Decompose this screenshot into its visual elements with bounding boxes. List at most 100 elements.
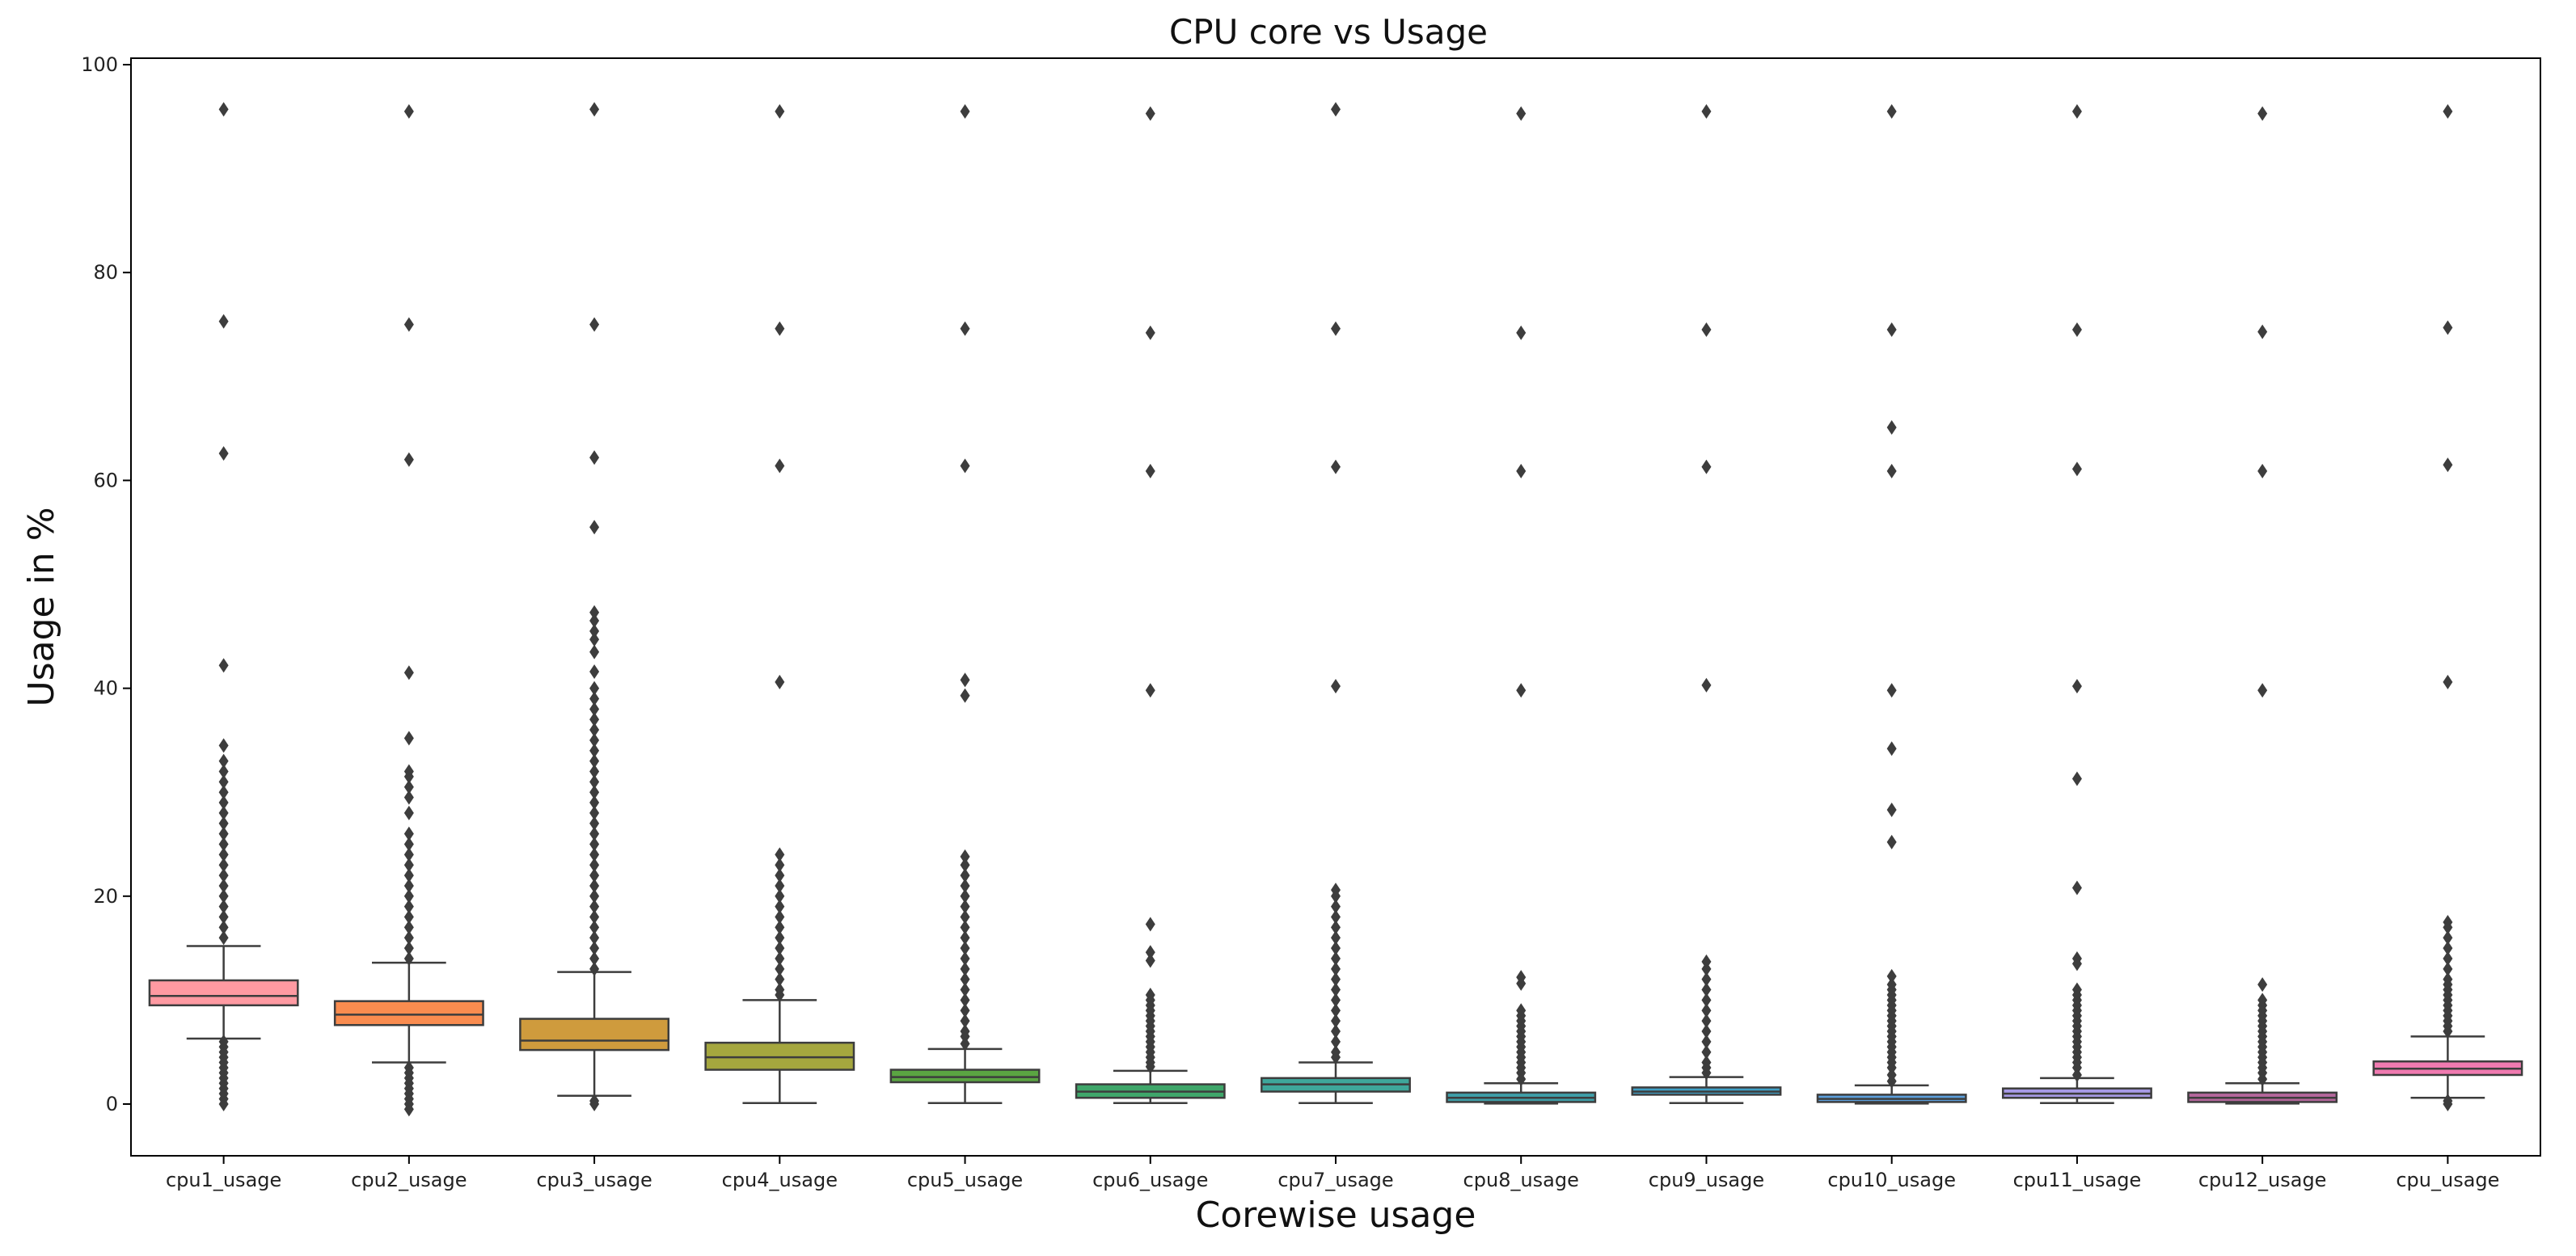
outlier-point xyxy=(1701,1023,1712,1039)
outlier-point xyxy=(960,858,970,873)
x-tick-label: cpu9_usage xyxy=(1649,1169,1764,1191)
outlier-point xyxy=(218,753,229,769)
box-cpu10_usage xyxy=(1816,103,1967,1105)
outlier-point xyxy=(960,868,970,883)
outlier-point xyxy=(218,774,229,790)
outlier-point xyxy=(775,321,785,336)
outlier-point xyxy=(403,731,414,746)
outlier-point xyxy=(218,764,229,779)
outlier-point xyxy=(1331,941,1341,956)
outlier-point xyxy=(403,899,414,914)
outlier-point xyxy=(2443,674,2453,689)
outlier-point xyxy=(589,878,600,893)
y-tick-label: 0 xyxy=(106,1093,118,1115)
outlier-point xyxy=(2257,324,2268,339)
y-tick-label: 40 xyxy=(93,677,118,700)
outlier-point xyxy=(589,605,600,620)
outlier-point xyxy=(218,858,229,873)
outlier-point xyxy=(218,878,229,893)
outlier-point xyxy=(2443,320,2453,335)
outlier-point xyxy=(589,909,600,925)
outlier-point xyxy=(403,950,414,966)
box-iqr xyxy=(889,1068,1041,1084)
outlier-point xyxy=(1331,972,1341,987)
outlier-point xyxy=(218,837,229,852)
outlier-point xyxy=(2071,462,2082,477)
outlier-point xyxy=(1886,741,1897,757)
outlier-point xyxy=(775,868,785,883)
outlier-point xyxy=(589,868,600,883)
outlier-point xyxy=(589,450,600,466)
outlier-point xyxy=(775,972,785,987)
outlier-point xyxy=(1516,463,1527,478)
outlier-point xyxy=(589,644,600,660)
outlier-point xyxy=(218,805,229,820)
outlier-point xyxy=(2257,977,2268,993)
outlier-point xyxy=(1145,106,1155,121)
outlier-point xyxy=(1331,679,1341,694)
outlier-point xyxy=(960,458,970,474)
outlier-point xyxy=(2443,914,2453,929)
outlier-point xyxy=(2443,930,2453,946)
outlier-point xyxy=(960,688,970,703)
outlier-point xyxy=(589,623,600,639)
outlier-point xyxy=(403,805,414,820)
outlier-point xyxy=(775,858,785,873)
outlier-point xyxy=(960,899,970,914)
box-cpu11_usage xyxy=(2001,103,2152,1104)
outlier-point xyxy=(403,790,414,805)
outlier-point xyxy=(403,317,414,332)
outlier-point xyxy=(1516,325,1527,340)
outlier-point xyxy=(1516,106,1527,121)
outlier-point xyxy=(1331,930,1341,946)
outlier-point xyxy=(589,805,600,820)
outlier-point xyxy=(2443,972,2453,987)
outlier-point xyxy=(1145,683,1155,698)
outlier-point xyxy=(2071,880,2082,896)
outlier-point xyxy=(1886,103,1897,119)
outlier-point xyxy=(2443,941,2453,956)
x-axis-label: Corewise usage xyxy=(1196,1195,1476,1236)
outlier-point xyxy=(589,702,600,717)
outlier-point xyxy=(775,909,785,925)
outlier-point xyxy=(218,816,229,831)
outlier-point xyxy=(2257,463,2268,478)
outlier-point xyxy=(775,982,785,997)
box-iqr xyxy=(333,1000,484,1026)
outlier-point xyxy=(2071,679,2082,694)
outlier-point xyxy=(960,982,970,997)
outlier-point xyxy=(1701,1034,1712,1049)
y-axis: 0 20 40 60 80 100 xyxy=(81,53,131,1115)
outlier-point xyxy=(960,993,970,1008)
outlier-point xyxy=(1701,1055,1712,1070)
outlier-point xyxy=(403,826,414,841)
outlier-point xyxy=(2071,982,2082,997)
outlier-point xyxy=(589,753,600,769)
outlier-point xyxy=(960,103,970,119)
outlier-point xyxy=(960,909,970,925)
outlier-point xyxy=(403,103,414,119)
outlier-point xyxy=(2071,771,2082,786)
outlier-point xyxy=(589,795,600,811)
outlier-point xyxy=(1701,961,1712,976)
outlier-point xyxy=(1516,683,1527,698)
box-cpu6_usage xyxy=(1075,106,1226,1104)
outlier-point xyxy=(960,1014,970,1029)
outlier-point xyxy=(1331,1034,1341,1049)
outlier-point xyxy=(589,743,600,758)
outlier-point xyxy=(775,941,785,956)
outlier-point xyxy=(589,723,600,738)
outlier-point xyxy=(218,795,229,811)
outlier-point xyxy=(589,681,600,696)
outlier-point xyxy=(2071,322,2082,337)
outlier-point xyxy=(960,930,970,946)
outlier-point xyxy=(775,961,785,976)
plot-area xyxy=(148,102,2523,1117)
x-tick-label: cpu3_usage xyxy=(536,1169,652,1191)
y-tick-label: 100 xyxy=(81,53,118,76)
outlier-point xyxy=(1331,883,1341,898)
outlier-point xyxy=(403,930,414,946)
x-tick-label: cpu6_usage xyxy=(1092,1169,1208,1191)
outlier-point xyxy=(403,1060,414,1075)
